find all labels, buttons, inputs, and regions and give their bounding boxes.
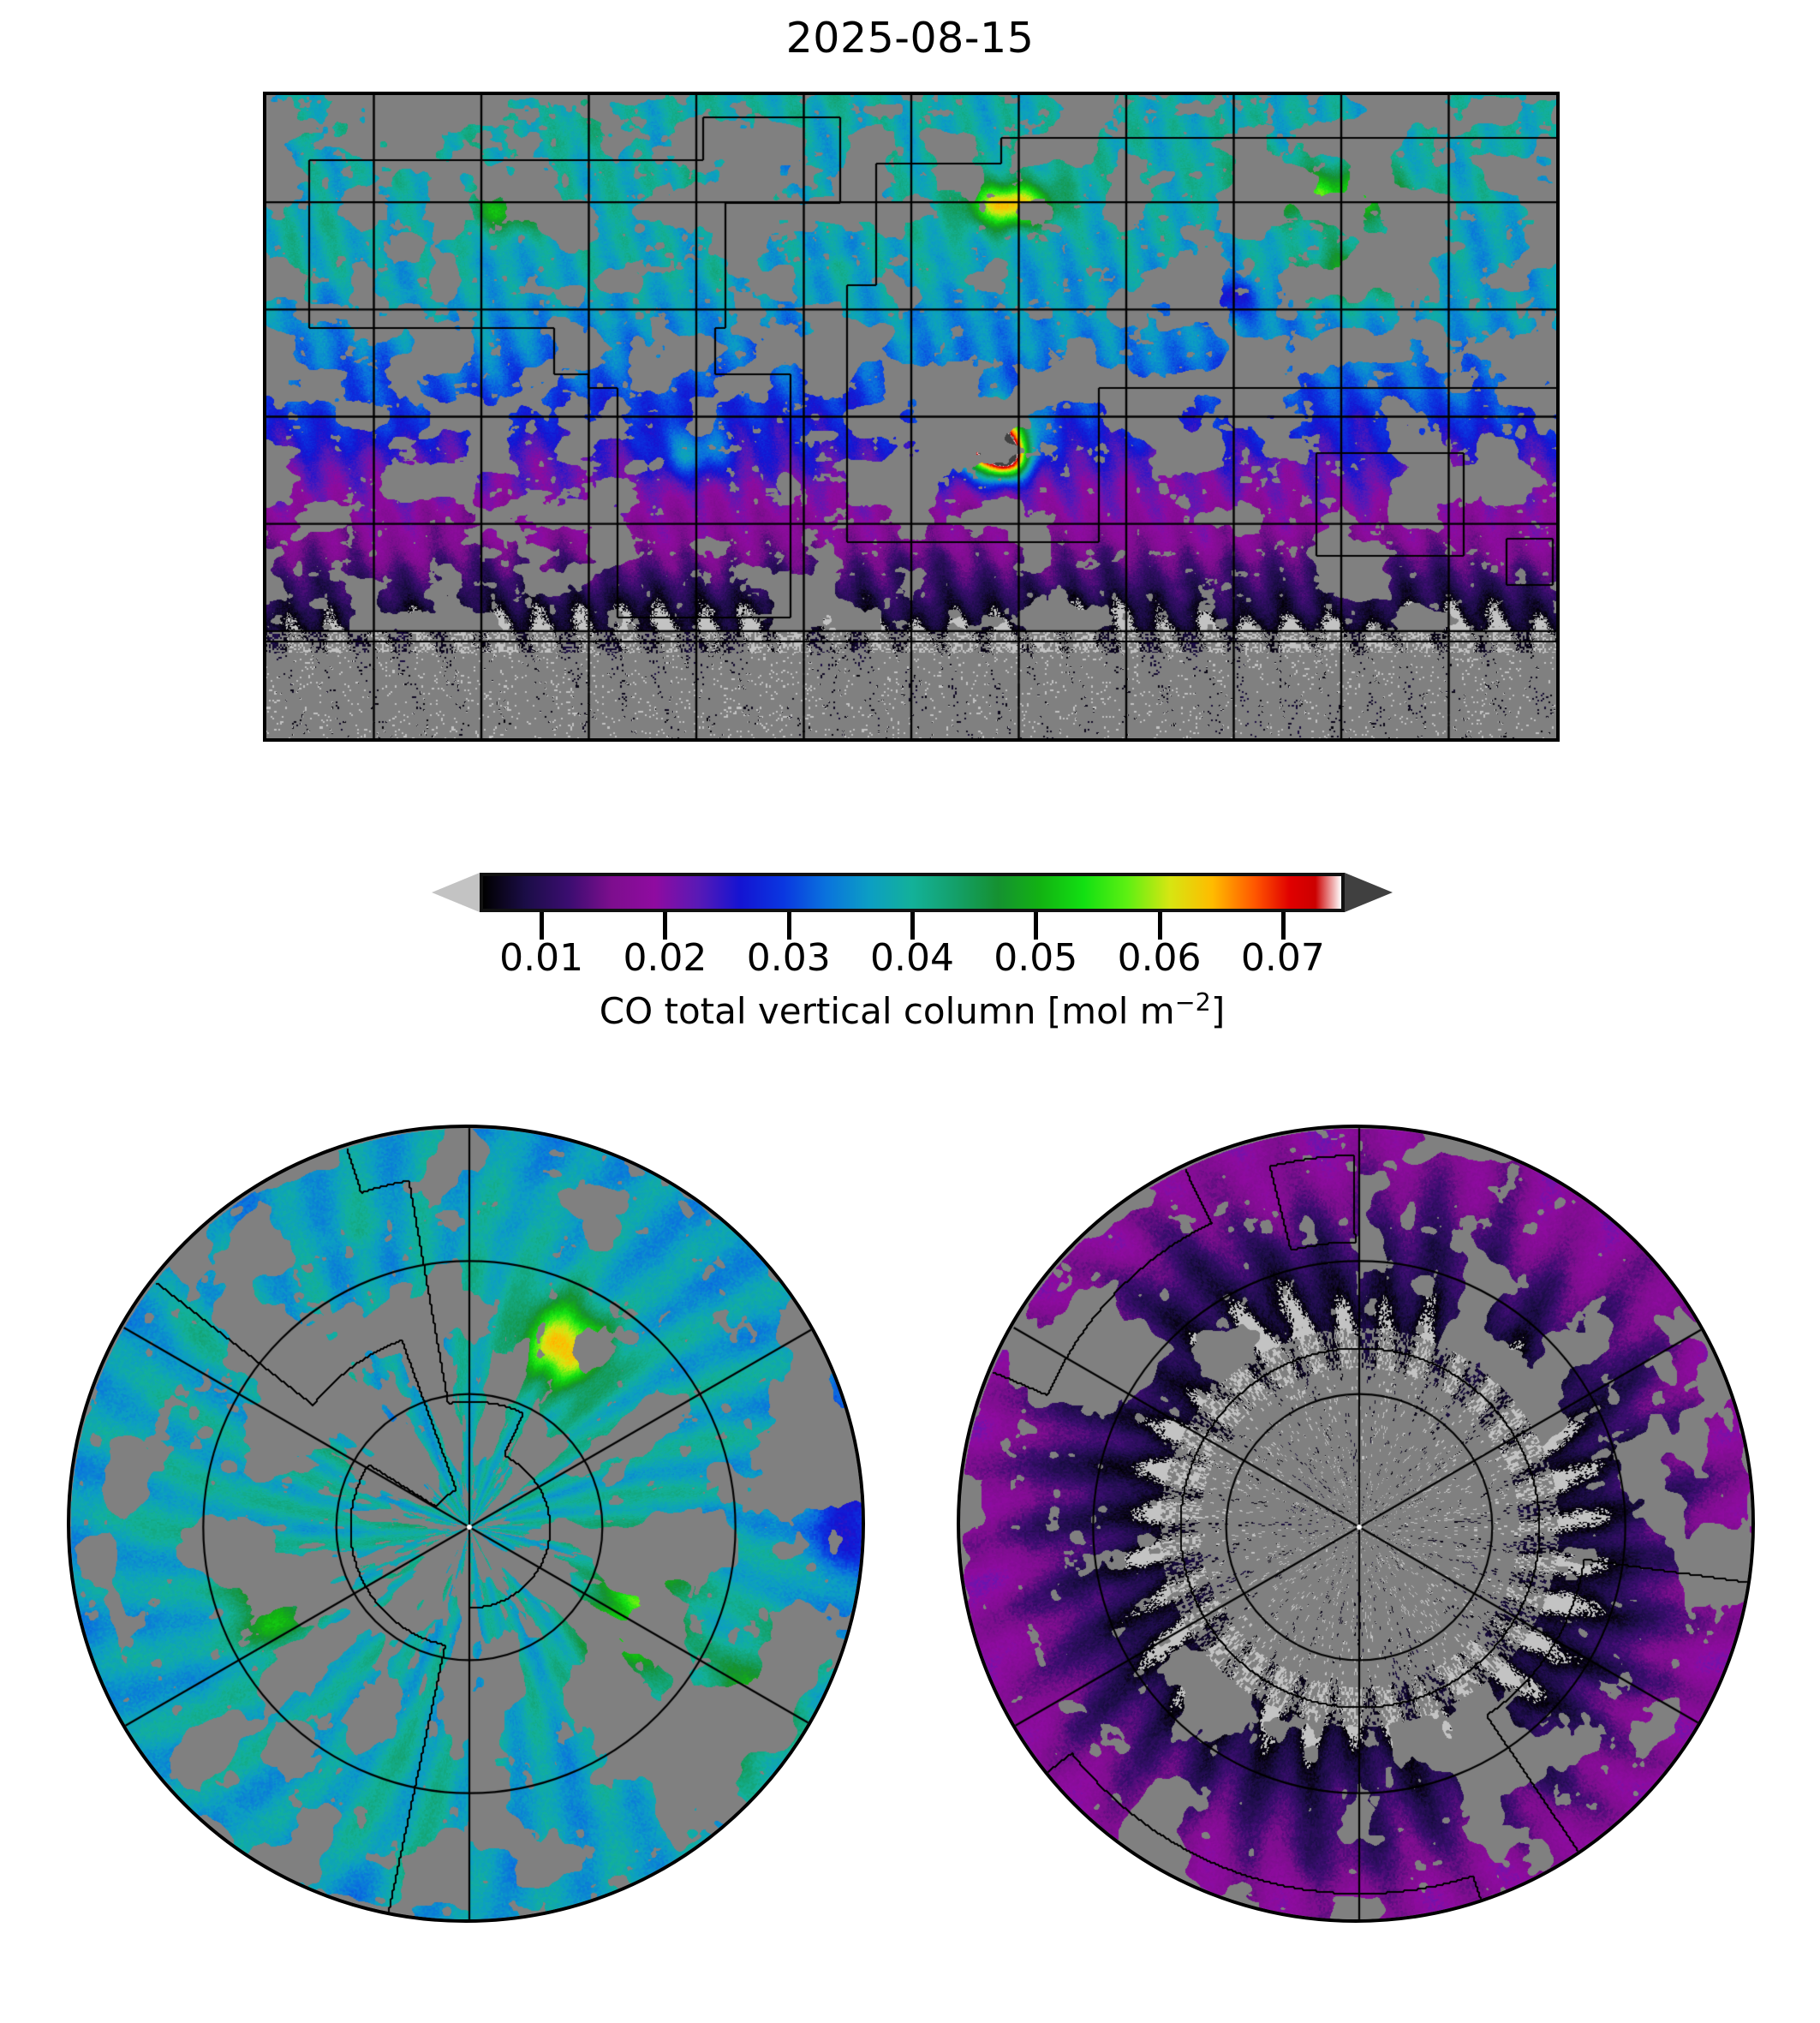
- colorbar-bar: [480, 873, 1345, 912]
- colorbar-tick-label: 0.03: [746, 936, 831, 980]
- colorbar-tick-labels: 0.01 0.02 0.03 0.04 0.05 0.06 0.07: [480, 940, 1345, 984]
- colorbar-tick: [1157, 912, 1162, 940]
- colorbar-gradient: [483, 876, 1341, 909]
- colorbar-tick-label: 0.04: [870, 936, 954, 980]
- colorbar-tick-label: 0.06: [1117, 936, 1202, 980]
- north-polar-image: [70, 1128, 862, 1919]
- global-map-panel: [263, 92, 1560, 742]
- global-map-image: [266, 95, 1556, 738]
- colorbar-tick: [540, 912, 545, 940]
- colorbar-tick-label: 0.01: [499, 936, 584, 980]
- north-polar-panel: [67, 1125, 865, 1923]
- colorbar-tick-label: 0.02: [623, 936, 707, 980]
- colorbar-tick-label: 0.07: [1240, 936, 1325, 980]
- colorbar-tick: [1034, 912, 1039, 940]
- colorbar-tick: [663, 912, 668, 940]
- south-polar-panel: [957, 1125, 1755, 1923]
- colorbar-ticks: [480, 912, 1345, 940]
- colorbar-tick: [910, 912, 915, 940]
- colorbar-tick-label: 0.05: [994, 936, 1078, 980]
- colorbar-under-arrow-icon: [432, 873, 480, 912]
- colorbar-tick: [786, 912, 791, 940]
- page-title: 2025-08-15: [785, 14, 1035, 63]
- south-polar-image: [960, 1128, 1751, 1919]
- colorbar-over-arrow-icon: [1345, 873, 1393, 912]
- colorbar: 0.01 0.02 0.03 0.04 0.05 0.06 0.07 CO total ve…: [411, 861, 1413, 1032]
- colorbar-label: CO total vertical column [mol m−2]: [599, 988, 1226, 1032]
- colorbar-tick: [1280, 912, 1286, 940]
